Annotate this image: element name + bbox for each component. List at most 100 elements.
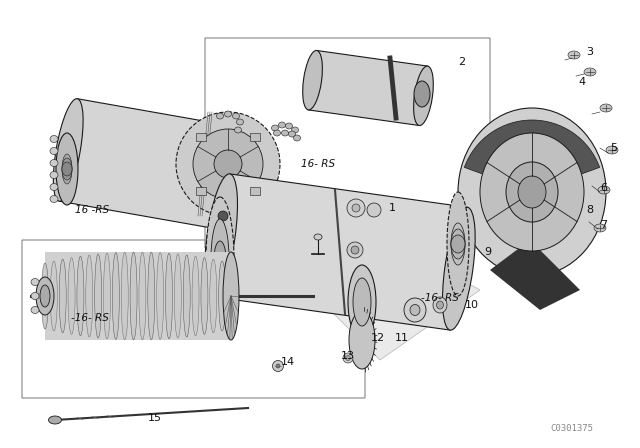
FancyBboxPatch shape [196, 187, 206, 195]
Polygon shape [308, 51, 428, 125]
Polygon shape [212, 174, 467, 330]
Ellipse shape [414, 81, 430, 107]
Circle shape [176, 112, 280, 216]
Ellipse shape [584, 68, 596, 76]
Text: 11: 11 [395, 333, 409, 343]
Ellipse shape [183, 255, 190, 337]
Ellipse shape [31, 306, 39, 314]
Text: C0301375: C0301375 [550, 423, 593, 432]
Ellipse shape [50, 159, 58, 167]
Circle shape [343, 353, 353, 363]
Ellipse shape [113, 253, 119, 340]
Circle shape [347, 199, 365, 217]
Ellipse shape [433, 297, 447, 313]
Ellipse shape [303, 51, 323, 110]
Polygon shape [490, 240, 580, 310]
Ellipse shape [50, 184, 58, 190]
Ellipse shape [219, 261, 226, 331]
Ellipse shape [285, 123, 292, 129]
Text: 6: 6 [600, 183, 607, 193]
Ellipse shape [413, 66, 433, 125]
Text: 7: 7 [600, 220, 607, 230]
Polygon shape [45, 252, 231, 340]
Ellipse shape [60, 259, 66, 333]
Circle shape [367, 203, 381, 217]
Ellipse shape [157, 253, 164, 340]
Circle shape [218, 211, 228, 221]
Ellipse shape [436, 301, 444, 309]
Ellipse shape [40, 285, 50, 307]
Ellipse shape [53, 99, 83, 201]
Ellipse shape [227, 263, 234, 329]
Text: 3: 3 [586, 47, 593, 57]
Circle shape [214, 150, 242, 178]
Ellipse shape [50, 135, 58, 142]
Text: -16- RS: -16- RS [71, 313, 109, 323]
Ellipse shape [232, 113, 239, 119]
Ellipse shape [451, 229, 465, 259]
Ellipse shape [404, 298, 426, 322]
Ellipse shape [121, 252, 128, 340]
Ellipse shape [216, 113, 223, 119]
Ellipse shape [214, 241, 226, 277]
Wedge shape [465, 120, 600, 192]
Circle shape [193, 129, 263, 199]
Ellipse shape [68, 258, 75, 334]
Polygon shape [330, 245, 480, 360]
Text: 1: 1 [388, 203, 396, 213]
Ellipse shape [139, 252, 146, 340]
Ellipse shape [192, 256, 199, 336]
FancyBboxPatch shape [196, 133, 206, 141]
Ellipse shape [273, 130, 280, 136]
Ellipse shape [51, 261, 58, 331]
Ellipse shape [206, 197, 234, 321]
Ellipse shape [42, 263, 49, 329]
Ellipse shape [518, 176, 546, 208]
Ellipse shape [210, 259, 217, 333]
Text: 8: 8 [586, 205, 593, 215]
Ellipse shape [95, 254, 102, 338]
Circle shape [276, 364, 280, 368]
Ellipse shape [289, 131, 296, 137]
Text: -16- RS: -16- RS [421, 293, 459, 303]
Ellipse shape [234, 127, 241, 133]
Text: 13: 13 [341, 351, 355, 361]
Ellipse shape [166, 253, 173, 339]
Ellipse shape [442, 207, 475, 330]
Ellipse shape [271, 125, 278, 131]
Ellipse shape [104, 253, 111, 339]
Ellipse shape [278, 122, 285, 128]
Ellipse shape [62, 154, 72, 184]
Ellipse shape [451, 223, 465, 265]
Ellipse shape [314, 234, 322, 240]
Ellipse shape [410, 305, 420, 315]
Ellipse shape [237, 119, 243, 125]
Ellipse shape [598, 186, 610, 194]
Polygon shape [60, 99, 237, 229]
Ellipse shape [458, 108, 606, 276]
Ellipse shape [62, 162, 72, 176]
Ellipse shape [600, 104, 612, 112]
Ellipse shape [606, 146, 618, 154]
Ellipse shape [50, 195, 58, 202]
Ellipse shape [77, 256, 84, 336]
Ellipse shape [223, 252, 239, 340]
Text: 14: 14 [281, 357, 295, 367]
Circle shape [273, 361, 284, 371]
Ellipse shape [174, 254, 181, 338]
Ellipse shape [353, 278, 371, 326]
Ellipse shape [36, 277, 54, 315]
Text: 4: 4 [579, 77, 586, 87]
Circle shape [351, 246, 359, 254]
Ellipse shape [130, 252, 137, 340]
Text: 9: 9 [484, 247, 492, 257]
Ellipse shape [282, 130, 289, 136]
Ellipse shape [50, 147, 58, 155]
Ellipse shape [451, 235, 465, 253]
Text: 2: 2 [458, 57, 465, 67]
Ellipse shape [568, 51, 580, 59]
Ellipse shape [348, 265, 376, 339]
Ellipse shape [480, 133, 584, 251]
Text: 10: 10 [465, 300, 479, 310]
Ellipse shape [148, 252, 155, 340]
